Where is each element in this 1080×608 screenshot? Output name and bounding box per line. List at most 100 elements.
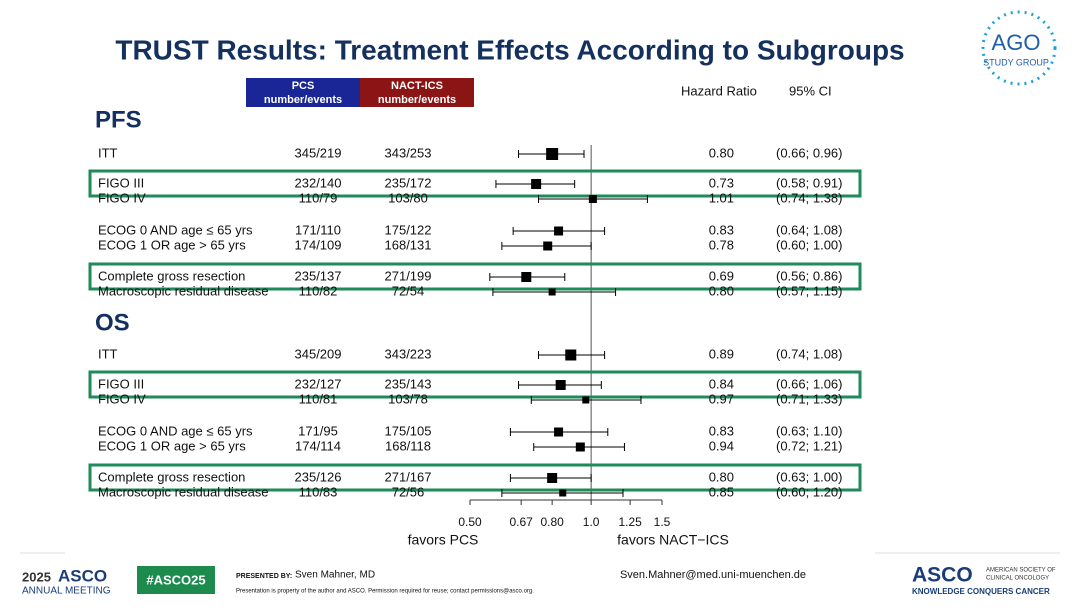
hr-marker	[565, 349, 577, 361]
logo-text: AGO	[992, 30, 1041, 55]
pcs-header: PCS	[292, 80, 315, 92]
ci-label: (0.56; 0.86)	[776, 268, 843, 283]
hr-label: 0.73	[709, 175, 734, 190]
ago-logo: AGO STUDY GROUP	[981, 10, 1057, 86]
hr-marker	[547, 473, 558, 483]
highlight-box	[88, 370, 862, 399]
pcs-count: 232/140	[295, 175, 342, 190]
pcs-header-bg	[246, 78, 360, 107]
nact-count: 175/105	[385, 423, 432, 438]
asco-sub: AMERICAN SOCIETY OF	[986, 568, 1056, 574]
pcs-count: 110/83	[299, 484, 338, 499]
row-label: ECOG 1 OR age > 65 yrs	[98, 237, 246, 252]
ci-label: (0.63; 1.10)	[776, 423, 843, 438]
ci-label: (0.63; 1.00)	[776, 469, 843, 484]
pcs-count: 110/81	[299, 391, 338, 406]
x-tick-label: 0.50	[458, 515, 482, 529]
row-label: ECOG 1 OR age > 65 yrs	[98, 438, 246, 453]
pcs-count: 235/126	[295, 469, 342, 484]
highlight-box	[88, 169, 862, 198]
ci-label: (0.74; 1.38)	[776, 190, 843, 205]
ci-label: (0.57; 1.15)	[776, 283, 843, 298]
hr-marker	[582, 396, 590, 404]
nact-count: 175/122	[385, 222, 432, 237]
ci-label: (0.66; 0.96)	[776, 145, 843, 160]
presenter: Sven Mahner, MD	[295, 570, 375, 581]
ci-header: 95% CI	[789, 83, 832, 98]
nact-count: 103/80	[388, 190, 428, 205]
hashtag-bg	[137, 566, 215, 594]
row-label: FIGO IV	[98, 391, 146, 406]
nact-header-bg	[360, 78, 474, 107]
pcs-count: 345/209	[295, 346, 342, 361]
hr-label: 1.01	[709, 190, 734, 205]
nact-count: 271/199	[385, 268, 432, 283]
asco-sub: CLINICAL ONCOLOGY	[986, 576, 1049, 582]
x-tick-label: 1.25	[618, 515, 642, 529]
presented-by: PRESENTED BY:	[236, 573, 292, 580]
nact-subheader: number/events	[378, 94, 456, 106]
ci-label: (0.74; 1.08)	[776, 346, 843, 361]
highlight-box	[88, 463, 862, 492]
x-label-left: favors PCS	[408, 532, 479, 548]
ci-label: (0.58; 0.91)	[776, 175, 843, 190]
logo-sub: STUDY GROUP	[983, 57, 1049, 67]
hr-marker	[548, 288, 556, 296]
row-label: Complete gross resection	[98, 469, 245, 484]
ci-label: (0.71; 1.33)	[776, 391, 843, 406]
meeting-year: 2025	[22, 569, 51, 584]
hr-marker	[554, 226, 564, 236]
hr-marker	[521, 272, 532, 282]
row-label: Macroscopic residual disease	[98, 484, 269, 499]
footer: 2025 ASCO ANNUAL MEETING #ASCO25 PRESENT…	[20, 552, 1060, 597]
nact-count: 168/118	[385, 438, 431, 453]
meeting-name: ASCO	[58, 566, 107, 585]
section-title: PFS	[95, 106, 142, 133]
hr-label: 0.89	[709, 346, 734, 361]
pcs-count: 171/95	[298, 423, 338, 438]
pcs-count: 232/127	[295, 376, 342, 391]
ci-label: (0.64; 1.08)	[776, 222, 843, 237]
ci-label: (0.60; 1.00)	[776, 237, 843, 252]
nact-count: 343/253	[385, 145, 432, 160]
row-label: FIGO III	[98, 175, 144, 190]
row-label: Macroscopic residual disease	[98, 283, 269, 298]
pcs-count: 171/110	[295, 222, 341, 237]
nact-count: 72/54	[392, 283, 425, 298]
hr-marker	[555, 380, 566, 390]
x-tick-label: 1.5	[654, 515, 671, 529]
pcs-count: 110/82	[299, 283, 338, 298]
pcs-count: 174/114	[295, 438, 341, 453]
pcs-count: 110/79	[299, 190, 338, 205]
nact-header: NACT-ICS	[391, 80, 443, 92]
ci-label: (0.72; 1.21)	[776, 438, 843, 453]
asco-logo: ASCO	[912, 564, 973, 587]
hr-label: 0.80	[709, 469, 734, 484]
nact-count: 168/131	[385, 237, 432, 252]
hr-marker	[546, 148, 559, 160]
hr-label: 0.84	[709, 376, 734, 391]
x-label-right: favors NACT−ICS	[617, 532, 729, 548]
hr-marker	[543, 241, 553, 251]
section-title: OS	[95, 309, 130, 336]
hr-marker	[531, 179, 542, 189]
row-label: Complete gross resection	[98, 268, 245, 283]
email: Sven.Mahner@med.uni-muenchen.de	[620, 569, 806, 581]
hr-label: 0.69	[709, 268, 734, 283]
hr-marker	[575, 442, 585, 452]
hr-label: 0.94	[709, 438, 734, 453]
nact-count: 72/56	[392, 484, 425, 499]
x-tick-label: 0.80	[540, 515, 564, 529]
hr-label: 0.80	[709, 283, 734, 298]
pcs-count: 235/137	[295, 268, 342, 283]
ci-label: (0.60; 1.20)	[776, 484, 843, 499]
nact-count: 103/78	[388, 391, 428, 406]
hr-marker	[588, 195, 597, 203]
meeting-sub: ANNUAL MEETING	[22, 586, 111, 597]
logo-ring	[981, 10, 1057, 86]
hr-label: 0.83	[709, 423, 734, 438]
hr-header: Hazard Ratio	[681, 83, 757, 98]
ci-label: (0.66; 1.06)	[776, 376, 843, 391]
hr-label: 0.78	[709, 237, 734, 252]
hr-marker	[554, 427, 564, 437]
